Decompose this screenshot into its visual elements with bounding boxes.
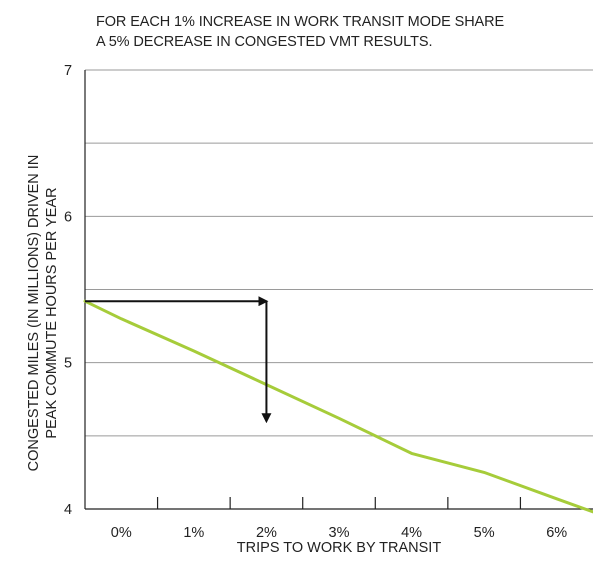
y-tick-label: 7 <box>64 63 72 79</box>
x-tick-label: 5% <box>474 525 495 541</box>
chart-subtitle-line-2: A 5% DECREASE IN CONGESTED VMT RESULTS. <box>96 34 433 50</box>
series-line <box>83 299 593 514</box>
x-tick-label: 6% <box>546 525 567 541</box>
y-tick-label: 5 <box>64 356 72 372</box>
x-tick-label: 2% <box>256 525 277 541</box>
x-tick-label: 1% <box>183 525 204 541</box>
chart-subtitle: FOR EACH 1% INCREASE IN WORK TRANSIT MOD… <box>96 12 504 52</box>
y-tick-label: 6 <box>64 209 72 225</box>
x-tick-label: 3% <box>329 525 350 541</box>
y-tick-label: 4 <box>64 502 72 518</box>
x-axis-label: TRIPS TO WORK BY TRANSIT <box>236 540 442 556</box>
x-tick-label: 0% <box>111 525 132 541</box>
x-tick-label: 4% <box>401 525 422 541</box>
chart-subtitle-line-1: FOR EACH 1% INCREASE IN WORK TRANSIT MOD… <box>96 14 505 30</box>
